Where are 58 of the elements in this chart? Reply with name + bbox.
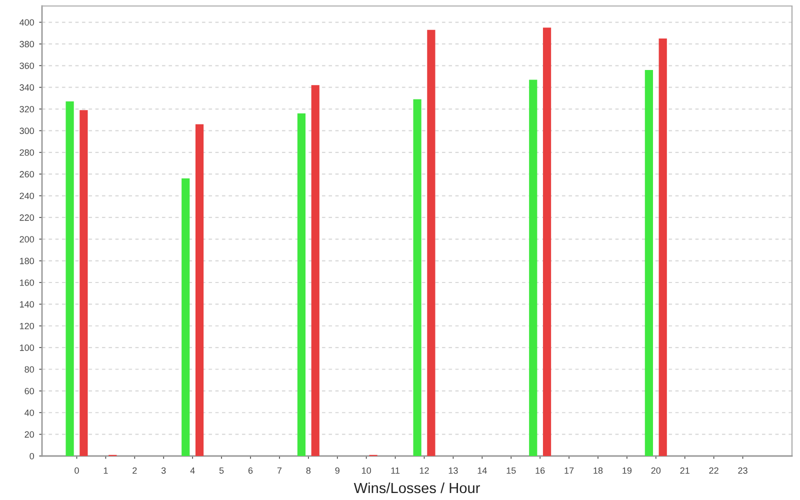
x-axis-title: Wins/Losses / Hour [354, 482, 480, 494]
bar [644, 70, 654, 456]
x-tick-label: 20 [651, 467, 661, 474]
x-tick-label: 23 [738, 467, 748, 474]
bar [311, 85, 320, 456]
x-tick-label: 16 [536, 467, 545, 474]
y-tick-label: 360 [20, 62, 34, 69]
x-tick-label: 4 [190, 467, 195, 474]
y-tick-label: 280 [20, 149, 34, 156]
x-tick-label: 21 [680, 467, 690, 474]
y-tick-label: 180 [20, 258, 34, 264]
y-tick-label: 300 [20, 128, 34, 134]
bar [66, 101, 74, 456]
bar [413, 99, 422, 456]
bar [182, 178, 190, 456]
x-tick-label: 5 [219, 467, 224, 474]
y-tick-label: 140 [20, 301, 34, 308]
y-tick-label: 260 [20, 171, 34, 178]
x-tick-label: 13 [448, 467, 458, 474]
x-tick-label: 0 [74, 467, 79, 474]
y-tick-label: 200 [20, 236, 34, 242]
y-tick-label: 60 [24, 388, 34, 394]
x-tick-label: 9 [335, 467, 340, 474]
x-tick-label: 22 [709, 467, 718, 474]
x-tick-label: 1 [104, 467, 108, 474]
bar [195, 124, 204, 456]
y-tick-label: 220 [20, 214, 34, 221]
x-tick-label: 10 [362, 467, 371, 474]
x-tick-label: 7 [277, 467, 282, 474]
bar [542, 28, 552, 456]
x-tick-label: 11 [391, 467, 400, 474]
x-tick-label: 6 [248, 467, 253, 474]
y-tick-label: 120 [20, 322, 34, 330]
bar [427, 30, 436, 456]
y-tick-label: 80 [24, 366, 34, 373]
y-tick-label: 380 [20, 40, 34, 48]
y-tick-label: 320 [20, 106, 34, 112]
x-tick-label: 15 [506, 467, 516, 474]
y-tick-label: 160 [20, 279, 34, 286]
y-tick-label: 100 [20, 344, 34, 351]
bar [297, 113, 306, 456]
x-tick-label: 17 [564, 467, 574, 474]
bar [80, 110, 88, 456]
x-tick-label: 8 [306, 467, 311, 474]
y-tick-label: 340 [20, 84, 34, 91]
y-tick-label: 0 [30, 452, 34, 460]
x-tick-label: 18 [594, 467, 603, 474]
y-tick-label: 240 [20, 192, 34, 200]
y-tick-label: 40 [24, 410, 34, 416]
bar [658, 38, 667, 456]
y-tick-label: 20 [24, 431, 34, 438]
x-tick-label: 14 [478, 467, 487, 474]
x-tick-label: 3 [161, 467, 166, 474]
x-tick-label: 19 [622, 467, 632, 474]
x-tick-label: 2 [132, 467, 137, 474]
bar [529, 80, 538, 456]
x-tick-label: 12 [420, 467, 429, 474]
y-tick-label: 400 [20, 19, 34, 26]
